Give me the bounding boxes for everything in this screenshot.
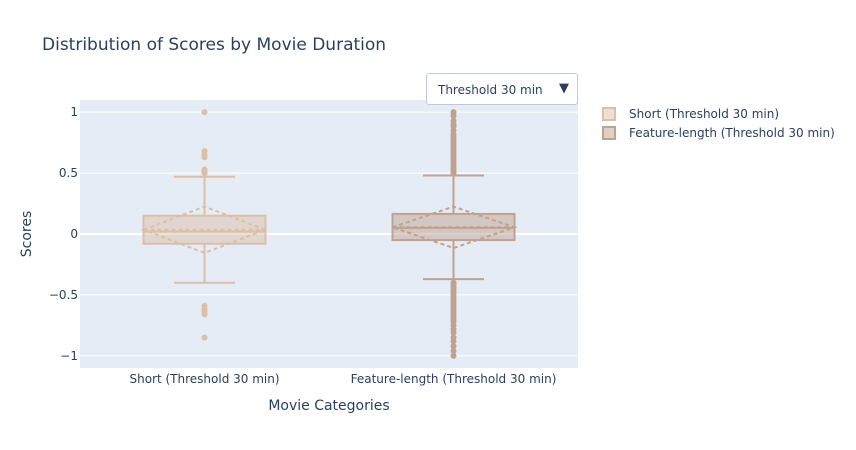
legend-label: Short (Threshold 30 min) bbox=[629, 107, 779, 121]
legend-item: Short (Threshold 30 min) bbox=[602, 107, 779, 121]
threshold-dropdown[interactable]: Threshold 30 min ▼ bbox=[426, 73, 578, 105]
outlier-point bbox=[450, 338, 457, 345]
box-trace bbox=[389, 109, 518, 359]
legend: Short (Threshold 30 min) Feature-length (… bbox=[602, 107, 835, 140]
outlier-point bbox=[201, 170, 208, 177]
box-trace bbox=[140, 109, 269, 341]
x-axis-title: Movie Categories bbox=[268, 398, 389, 414]
outlier-point bbox=[450, 112, 457, 119]
y-tick-label: 0.5 bbox=[59, 166, 78, 180]
dropdown-selected-label: Threshold 30 min bbox=[438, 83, 543, 97]
x-axis-ticks: Short (Threshold 30 min) Feature-length (… bbox=[129, 372, 556, 386]
triangle-down-icon: ▼ bbox=[559, 81, 569, 96]
y-tick-label: 1 bbox=[70, 105, 78, 119]
legend-item: Feature-length (Threshold 30 min) bbox=[602, 126, 835, 140]
y-tick-label: −0.5 bbox=[49, 288, 78, 302]
chart-title: Distribution of Scores by Movie Duration bbox=[42, 35, 386, 55]
legend-swatch bbox=[602, 107, 616, 121]
legend-label: Feature-length (Threshold 30 min) bbox=[629, 126, 835, 140]
outlier-point bbox=[201, 311, 208, 318]
legend-swatch bbox=[602, 126, 616, 140]
outlier-point bbox=[450, 170, 457, 177]
box-traces bbox=[140, 109, 518, 359]
y-tick-label: −1 bbox=[60, 349, 78, 363]
mean-sd-diamond bbox=[140, 205, 269, 254]
y-tick-label: 0 bbox=[70, 227, 78, 241]
box-body bbox=[142, 214, 267, 245]
outlier-point bbox=[450, 347, 457, 354]
y-axis-title: Scores bbox=[19, 211, 35, 258]
outlier-point bbox=[450, 343, 457, 350]
outlier-point bbox=[201, 109, 208, 116]
outlier-point bbox=[450, 352, 457, 359]
outlier-point bbox=[201, 154, 208, 161]
y-axis-ticks: −1 −0.5 0 0.5 1 bbox=[49, 105, 78, 363]
x-tick-label: Short (Threshold 30 min) bbox=[129, 372, 279, 386]
outlier-point bbox=[450, 329, 457, 336]
x-tick-label: Feature-length (Threshold 30 min) bbox=[351, 372, 557, 386]
outlier-point bbox=[201, 334, 208, 341]
